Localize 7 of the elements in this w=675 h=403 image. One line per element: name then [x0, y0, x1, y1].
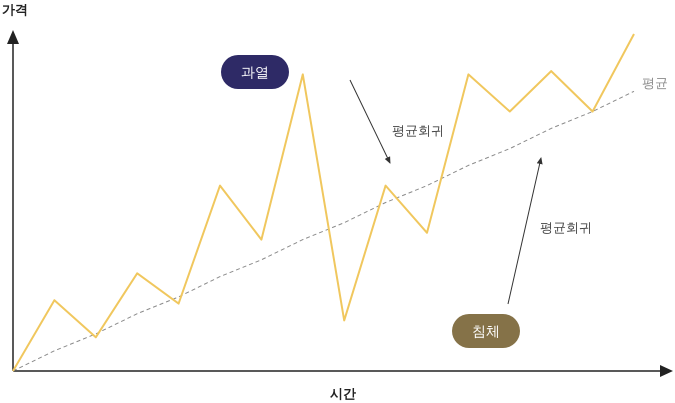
annotation: 평균회귀: [540, 221, 592, 236]
annotation: 과열: [241, 65, 269, 81]
x-axis-title: 시간: [330, 387, 356, 402]
annotation: 평균회귀: [392, 124, 444, 139]
y-axis-title: 가격: [2, 3, 28, 18]
series-label: 평균: [642, 76, 668, 92]
annotation: 침체: [472, 324, 500, 340]
